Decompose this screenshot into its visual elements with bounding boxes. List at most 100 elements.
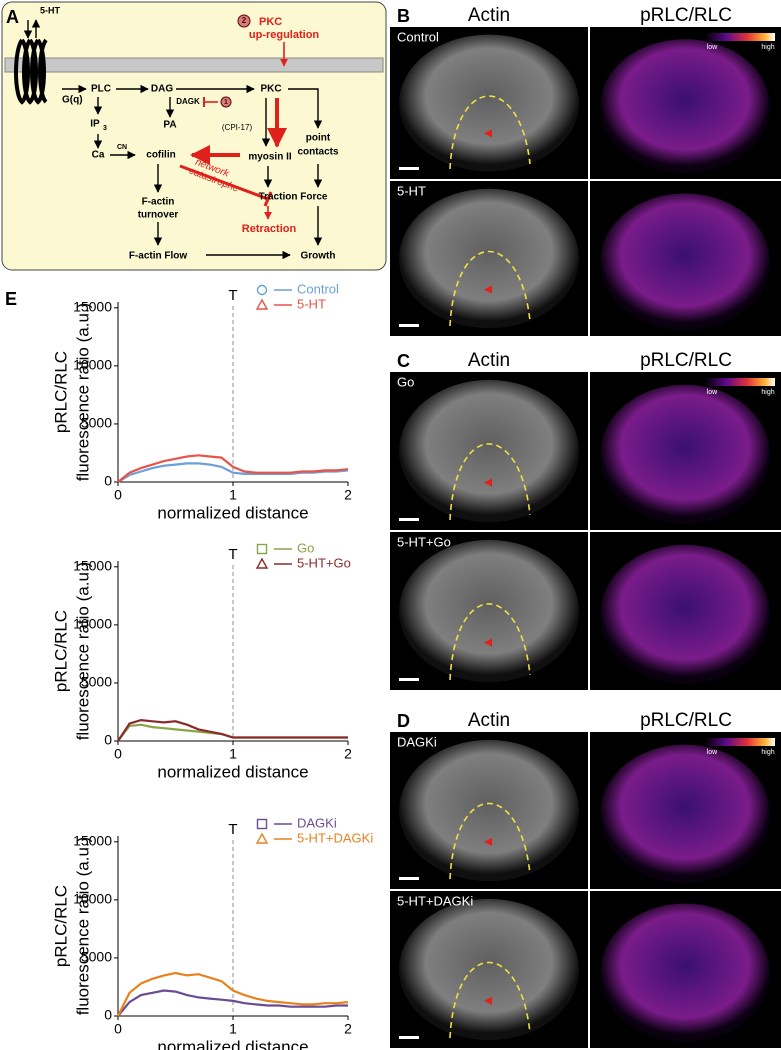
image-panels: B Actin pRLC/RLC Control low high 5-HT C Actin pR…: [390, 5, 781, 1048]
arrowhead: [484, 285, 492, 294]
colorbar: [705, 738, 775, 746]
actin-cell: [399, 739, 579, 882]
boundary-dashed: [449, 961, 531, 1039]
diagram-label: IP: [90, 119, 100, 130]
scale-bar: [399, 518, 419, 521]
diagram-label: contacts: [297, 147, 339, 158]
legend-label: 5-HT: [297, 296, 326, 311]
legend-label: Control: [297, 281, 339, 296]
panel-label: A: [6, 7, 19, 27]
condition-label: Go: [397, 374, 414, 389]
scale-bar: [399, 167, 419, 170]
x-axis-label: normalized distance: [157, 503, 308, 522]
colorbar: [705, 378, 775, 386]
diagram-label: PKC: [260, 84, 281, 95]
actin-cell: [399, 188, 579, 329]
x-tick-label: 1: [229, 487, 237, 503]
y-tick-label: 15000: [73, 558, 112, 574]
diagram-label: CN: [117, 144, 127, 151]
diagram-label: Ca: [92, 150, 105, 161]
diagram-label: Traction Force: [259, 192, 328, 203]
diagram-label: (CPI-17): [222, 123, 253, 132]
diagram-label: PKC: [259, 16, 282, 28]
colorbar: [705, 33, 775, 41]
diagram-label: PLC: [91, 84, 111, 95]
legend-marker: [256, 284, 268, 296]
prlc-cell: [600, 193, 770, 330]
step-badge: [220, 96, 232, 108]
boundary-dashed: [449, 250, 531, 327]
legend-marker: [256, 818, 268, 830]
diagram-red-arrows: [179, 42, 288, 220]
boundary-dashed: [449, 802, 531, 880]
panel-label: E: [5, 289, 17, 309]
arrowhead: [484, 638, 492, 647]
legend-marker: [255, 557, 269, 569]
x-tick-label: 1: [229, 746, 237, 762]
arrowhead: [484, 996, 492, 1005]
legend-label: DAGKi: [297, 815, 337, 830]
y-tick-label: 10000: [73, 357, 112, 373]
legend-label: 5-HT+DAGKi: [297, 830, 373, 845]
legend-label: Go: [297, 540, 314, 555]
diagram-label: myosin II: [248, 152, 292, 163]
y-axis-label: fluorescence ratio (a.u.): [73, 837, 92, 1016]
legend-marker: [256, 543, 268, 555]
series-line: [117, 989, 348, 1017]
actin-cell: [399, 379, 579, 523]
diagram-arrows: [23, 19, 323, 260]
annotation: T: [228, 287, 237, 304]
diagram-label: Growth: [301, 251, 336, 262]
boundary-dashed: [449, 603, 531, 681]
legend-label: 5-HT+Go: [297, 555, 351, 570]
y-tick-label: 15000: [73, 833, 112, 849]
y-axis-label: pRLC/RLC: [51, 610, 70, 692]
scale-bar: [399, 1036, 419, 1039]
column-header: pRLC/RLC: [640, 350, 732, 371]
condition-label: DAGKi: [397, 734, 437, 749]
colorbar-label: low: [707, 44, 718, 51]
scale-bar: [399, 324, 419, 327]
colorbar-label: high: [761, 389, 774, 396]
y-tick-label: 0: [104, 473, 112, 489]
panel-label: C: [397, 351, 410, 371]
colorbar-label: low: [707, 749, 718, 756]
series-line: [117, 971, 349, 1017]
column-header: Actin: [468, 710, 510, 731]
x-axis-label: normalized distance: [157, 762, 308, 781]
x-tick-label: 2: [344, 746, 352, 762]
diagram-label: DAGK: [176, 97, 200, 106]
panel-label: D: [397, 711, 410, 731]
arrowhead: [484, 837, 492, 846]
y-tick-label: 0: [104, 732, 112, 748]
diagram-label: F-actin: [142, 197, 175, 208]
y-axis-label: fluorescence ratio (a.u.): [73, 562, 92, 741]
colorbar-label: high: [761, 749, 774, 756]
column-header: Actin: [468, 350, 510, 371]
diagram-label: DAG: [151, 84, 173, 95]
diagram-label: 1: [224, 99, 228, 106]
y-axis-label: fluorescence ratio (a.u.): [73, 303, 92, 482]
diagram-label: 2: [242, 16, 247, 25]
actin-cell: [399, 898, 579, 1041]
y-axis-label: pRLC/RLC: [51, 885, 70, 967]
diagram-label: turnover: [138, 210, 179, 221]
condition-label: 5-HT+DAGKi: [397, 893, 473, 908]
diagram-label: 5-HT: [40, 5, 61, 15]
y-tick-label: 10000: [73, 891, 112, 907]
colorbar-label: low: [707, 389, 718, 396]
y-tick-label: 0: [104, 1007, 112, 1023]
step-badge: [237, 14, 251, 28]
condition-label: 5-HT+Go: [397, 534, 451, 549]
boundary-dashed: [449, 443, 531, 521]
diagram-label: 3: [103, 125, 107, 132]
y-tick-label: 15000: [73, 299, 112, 315]
membrane: [4, 57, 384, 73]
prlc-cell: [600, 544, 770, 684]
diagram-label: up-regulation: [249, 29, 320, 41]
x-tick-label: 1: [229, 1021, 237, 1037]
